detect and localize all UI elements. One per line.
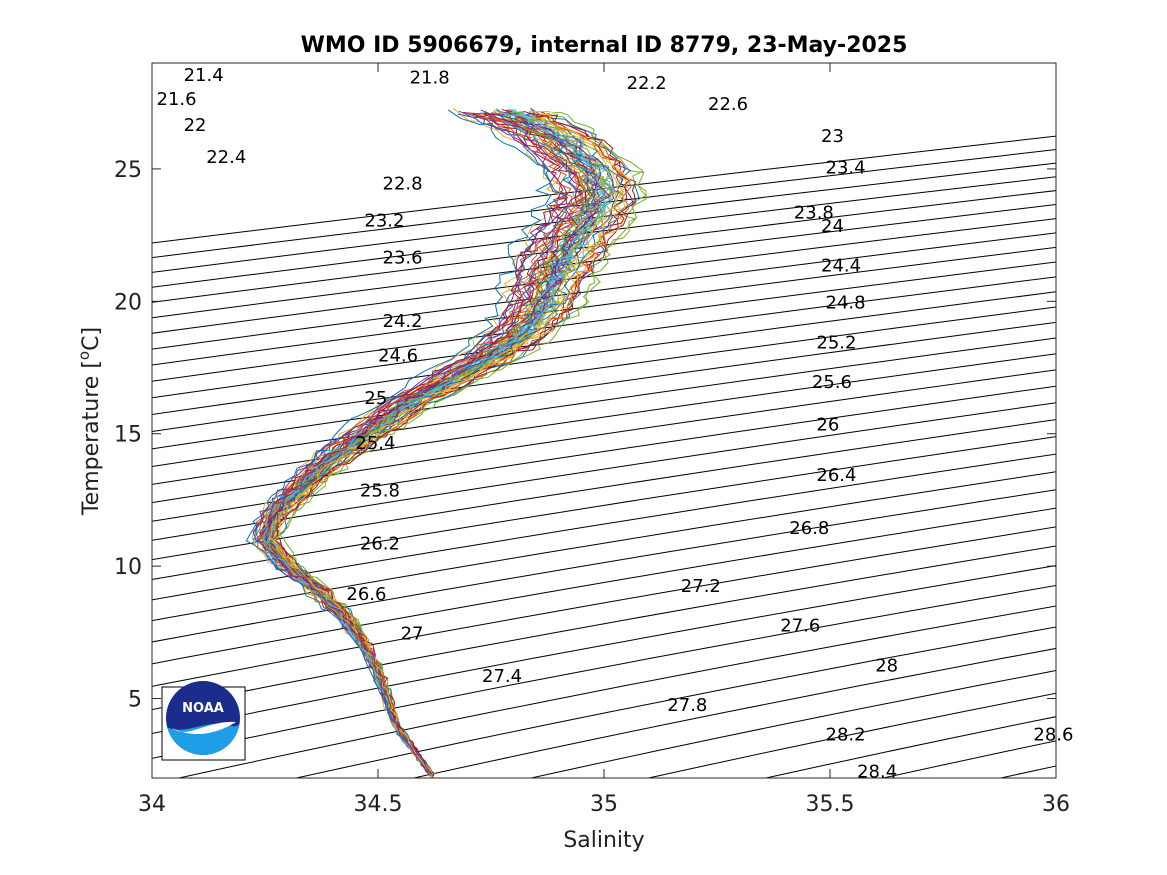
contour-label: 24.8 xyxy=(826,293,866,314)
contour-label: 28.2 xyxy=(826,724,866,745)
y-tick-label: 15 xyxy=(114,423,142,448)
density-contour-line xyxy=(152,337,1056,467)
contour-label: 22.6 xyxy=(708,94,748,115)
contour-label: 27 xyxy=(401,624,424,645)
contour-label: 25.6 xyxy=(812,372,852,393)
contour-label: 24 xyxy=(821,216,844,237)
density-contour-line xyxy=(152,321,1056,450)
contour-label: 23.8 xyxy=(794,203,834,224)
contour-labels: 21.4 21.6 21.8 22 22.2 22.4 22.6 22.8 23 23.2 23.4… xyxy=(157,65,1074,783)
density-contour-line xyxy=(294,626,1056,778)
ts-profile-line xyxy=(262,109,607,773)
contour-label: 24.4 xyxy=(821,256,861,277)
ts-profile-line xyxy=(252,112,568,776)
ts-profile-line xyxy=(256,112,584,777)
contour-label: 28.6 xyxy=(1033,724,1073,745)
contour-label: 26 xyxy=(816,415,839,436)
contour-label: 21.8 xyxy=(410,68,450,89)
contour-label: 24.2 xyxy=(383,311,423,332)
contour-label: 26.6 xyxy=(346,584,386,605)
ts-profile-line xyxy=(245,109,552,775)
contour-label: 27.8 xyxy=(667,695,707,716)
density-contour-line xyxy=(152,585,1056,759)
density-contour-line xyxy=(528,670,1056,778)
contour-label: 23.6 xyxy=(383,248,423,269)
contour-label: 23.2 xyxy=(364,211,404,232)
density-contour-line xyxy=(152,306,1056,432)
y-tick-label: 10 xyxy=(114,555,142,580)
ts-profile-line xyxy=(269,109,632,777)
contour-label: 25 xyxy=(364,388,387,409)
density-contour-line xyxy=(152,419,1056,561)
x-tick-label: 35.5 xyxy=(806,792,855,817)
density-contour-line xyxy=(411,647,1056,778)
contour-label: 26.8 xyxy=(789,518,829,539)
y-axis-label: Temperature [oC] xyxy=(75,327,104,516)
density-contour-line xyxy=(152,402,1056,541)
ts-profile-line xyxy=(261,109,611,775)
density-contour-line xyxy=(176,605,1056,778)
plot-frame xyxy=(151,62,1057,779)
contour-label: 21.6 xyxy=(157,89,197,110)
density-contour-line xyxy=(152,353,1056,485)
contour-label: 22.2 xyxy=(627,73,667,94)
chart-title: WMO ID 5906679, internal ID 8779, 23-May… xyxy=(301,33,908,58)
contour-label: 26.2 xyxy=(360,534,400,555)
contour-label: 22.4 xyxy=(206,147,246,168)
ts-profiles xyxy=(245,107,647,778)
density-contour-line xyxy=(152,135,1056,244)
contour-label: 27.4 xyxy=(482,666,522,687)
contour-label: 23 xyxy=(821,126,844,147)
contour-label: 22.8 xyxy=(383,174,423,195)
contour-label: 27.6 xyxy=(780,616,820,637)
density-contour-line xyxy=(152,369,1056,504)
density-contour-line xyxy=(646,692,1056,778)
contour-label: 23.4 xyxy=(826,158,866,179)
ts-profile-line xyxy=(260,110,594,774)
density-contour-line xyxy=(152,385,1056,522)
y-tick-label: 5 xyxy=(128,688,142,713)
contour-label: 28 xyxy=(875,656,898,677)
contour-label: 22 xyxy=(184,115,207,136)
x-tick-label: 36 xyxy=(1042,792,1070,817)
noaa-logo-text: NOAA xyxy=(182,701,224,716)
contour-label: 28.4 xyxy=(857,761,897,782)
contour-label: 27.2 xyxy=(681,576,721,597)
ts-profile-line xyxy=(253,112,579,774)
density-contour-line xyxy=(152,565,1056,735)
x-tick-label: 34 xyxy=(138,792,166,817)
contour-label: 25.8 xyxy=(360,481,400,502)
contour-label: 24.6 xyxy=(378,346,418,367)
x-tick-label: 35 xyxy=(590,792,618,817)
x-axis-label: Salinity xyxy=(563,828,644,853)
axis-ticks: 34 34.5 35 35.5 36 5 10 15 20 25 xyxy=(114,63,1070,817)
contour-label: 25.2 xyxy=(816,332,856,353)
y-tick-label: 20 xyxy=(114,290,142,315)
contour-label: 26.4 xyxy=(816,465,856,486)
x-tick-label: 34.5 xyxy=(354,792,403,817)
contour-label: 21.4 xyxy=(184,65,224,86)
y-tick-label: 25 xyxy=(114,158,142,183)
noaa-logo: NOAA xyxy=(161,681,246,761)
contour-label: 25.4 xyxy=(355,433,395,454)
